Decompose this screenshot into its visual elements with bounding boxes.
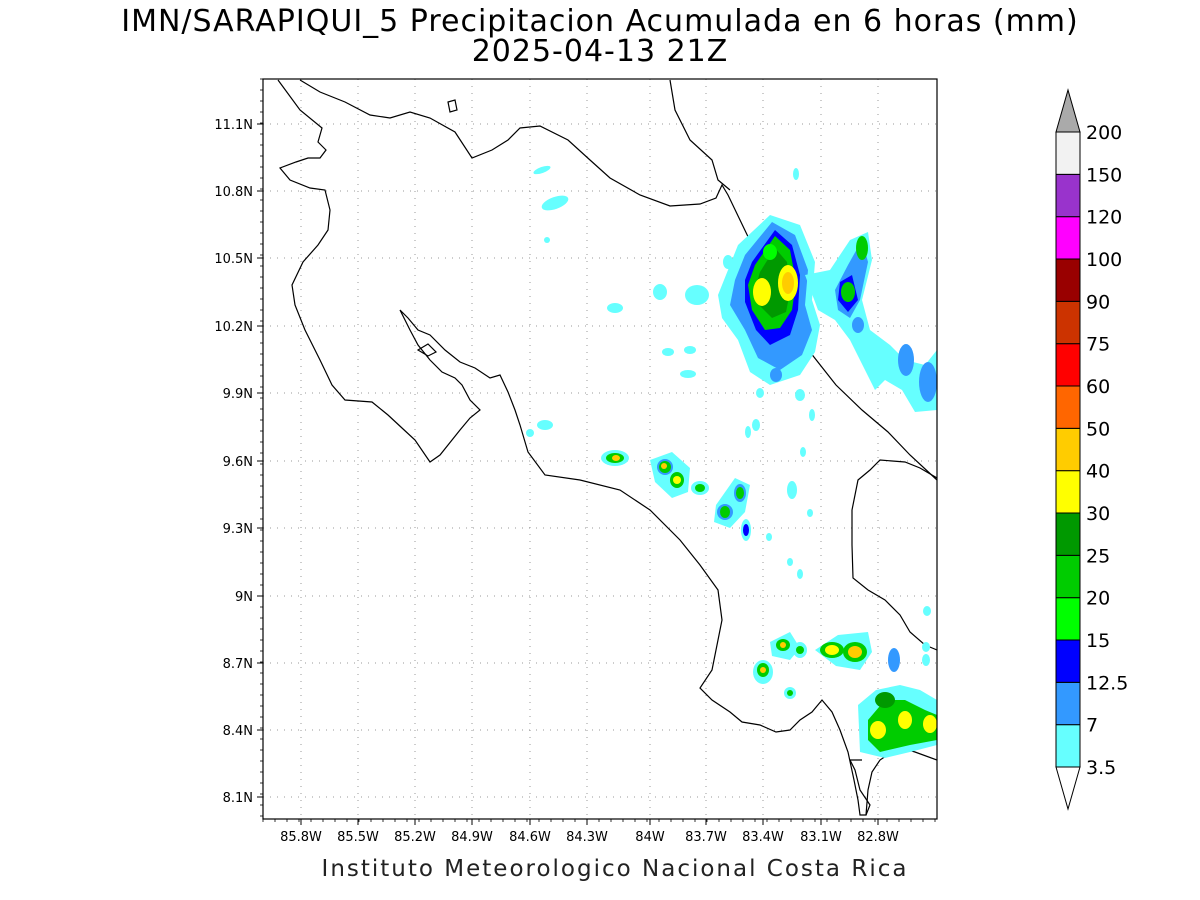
colorbar-level-label: 30 <box>1086 503 1110 525</box>
latitude-axis: 11.1N 10.8N 10.5N 10.2N 9.9N 9.6N 9.3N 9N 8.7N 8.… <box>214 78 263 817</box>
colorbar-level-label: 12.5 <box>1086 672 1128 694</box>
lon-tick-label: 82.8W <box>857 830 899 845</box>
map-frame <box>262 78 938 820</box>
colorbar-swatch <box>1055 681 1081 726</box>
lon-tick-label: 84W <box>635 830 665 845</box>
rain-cell-north <box>718 215 937 412</box>
colorbar-level-label: 100 <box>1086 249 1122 271</box>
colorbar-swatch <box>1055 427 1081 472</box>
colorbar-level-label: 75 <box>1086 334 1110 356</box>
map-title: IMN/SARAPIQUI_5 Precipitacion Acumulada … <box>121 4 1079 39</box>
colorbar-level-label: 50 <box>1086 418 1110 440</box>
colorbar-level-label: 120 <box>1086 207 1122 229</box>
colorbar-level-label: 15 <box>1086 630 1110 652</box>
colorbar-swatch <box>1055 597 1081 641</box>
colorbar-level-label: 7 <box>1086 715 1098 737</box>
colorbar-level-label: 3.5 <box>1086 757 1116 779</box>
lat-tick-label: 11.1N <box>214 118 253 133</box>
colorbar-level-label: 25 <box>1086 545 1110 567</box>
colorbar-swatch <box>1055 470 1081 514</box>
rain-cells-central <box>601 450 797 541</box>
lat-tick-label: 8.7N <box>223 657 253 672</box>
colorbar-swatch <box>1055 173 1081 218</box>
credit-text: Instituto Meteorologico Nacional Costa R… <box>321 856 909 882</box>
colorbar-level-label: 90 <box>1086 291 1110 313</box>
colorbar-swatch <box>1055 385 1081 429</box>
rain-cells-south <box>753 632 937 758</box>
lat-tick-label: 10.5N <box>214 252 253 267</box>
lon-tick-label: 85.8W <box>280 830 322 845</box>
lat-tick-label: 8.4N <box>223 724 253 739</box>
lat-tick-label: 9.3N <box>223 522 253 537</box>
lon-tick-label: 85.2W <box>394 830 436 845</box>
lon-tick-label: 83.1W <box>800 830 842 845</box>
lat-tick-label: 9.9N <box>223 387 253 402</box>
colorbar-legend: 3.5 7 12.5 15 20 25 30 40 50 60 75 90 100 120 150 200 <box>1055 88 1128 811</box>
lat-tick-label: 10.8N <box>214 185 253 200</box>
colorbar-swatch <box>1055 216 1081 260</box>
colorbar-swatch <box>1055 258 1081 302</box>
lon-tick-label: 84.9W <box>451 830 493 845</box>
colorbar-swatch <box>1055 724 1081 768</box>
colorbar-level-label: 150 <box>1086 164 1122 186</box>
colorbar-swatch <box>1055 131 1081 175</box>
colorbar-swatch <box>1055 343 1081 387</box>
colorbar-level-label: 40 <box>1086 461 1110 483</box>
lon-tick-label: 84.6W <box>509 830 551 845</box>
longitude-axis: 85.8W 85.5W 85.2W 84.9W 84.6W 84.3W 84W 83.7W 83… <box>262 819 936 845</box>
map-subtitle-datetime: 2025-04-13 21Z <box>471 34 729 69</box>
precipitation-field <box>526 165 937 758</box>
lon-tick-label: 83.4W <box>742 830 784 845</box>
colorbar-level-label: 200 <box>1086 122 1122 144</box>
colorbar-arrow-high <box>1055 88 1081 133</box>
grid-lines <box>263 79 937 819</box>
rain-scatter-small <box>526 165 931 652</box>
lat-tick-label: 9.6N <box>223 455 253 470</box>
colorbar-level-label: 20 <box>1086 588 1110 610</box>
lat-tick-label: 10.2N <box>214 320 253 335</box>
colorbar-arrow-low <box>1055 766 1081 811</box>
lon-tick-label: 83.7W <box>685 830 727 845</box>
colorbar-swatch <box>1055 300 1081 345</box>
colorbar-swatch <box>1055 639 1081 683</box>
lat-tick-label: 8.1N <box>223 791 253 806</box>
colorbar-swatch <box>1055 554 1081 599</box>
lon-tick-label: 85.5W <box>337 830 379 845</box>
coastline <box>277 79 937 816</box>
lon-tick-label: 84.3W <box>566 830 608 845</box>
colorbar-swatch <box>1055 512 1081 556</box>
colorbar-level-label: 60 <box>1086 376 1110 398</box>
lat-tick-label: 9N <box>235 590 253 605</box>
